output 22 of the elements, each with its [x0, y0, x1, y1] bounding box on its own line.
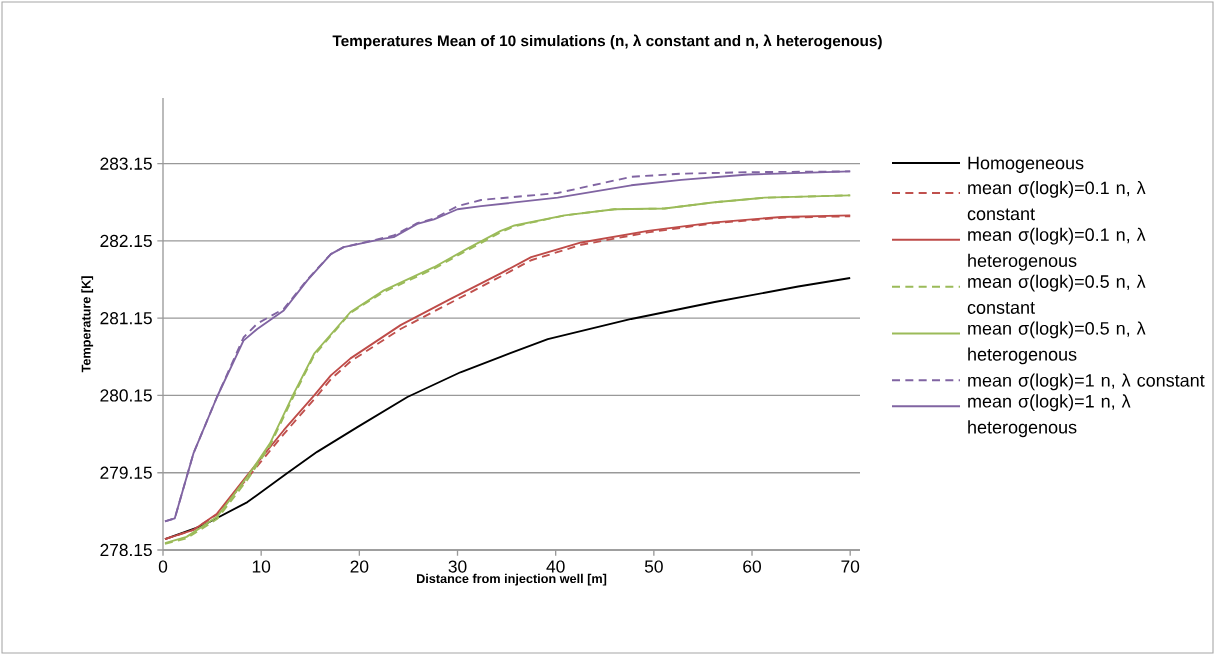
y-axis-title: Temperature [K] [81, 276, 94, 373]
y-tick-label: 278.15 [100, 543, 152, 557]
x-tick-label: 40 [546, 560, 565, 573]
legend-label: mean σ(logk)=1 n, λ constant [968, 373, 1205, 391]
x-tick-label: 30 [448, 560, 467, 573]
x-axis-title: Distance from injection well [m] [416, 573, 607, 586]
y-tick-label: 279.15 [100, 466, 152, 479]
x-tick-label: 60 [743, 560, 761, 573]
chart-title: Temperatures Mean of 10 simulations (n, λ constant and n, λ heterogenous) [332, 34, 882, 50]
legend-label: mean σ(logk)=0.5 n, λ constant [967, 274, 1146, 314]
x-tick-label: 50 [644, 560, 663, 573]
x-tick-label: 10 [252, 560, 271, 573]
y-tick-label: 281.15 [100, 312, 152, 325]
y-tick-label: 282.15 [100, 234, 152, 248]
legend-label: Homogeneous [968, 156, 1084, 173]
y-tick-label: 283.15 [100, 157, 152, 170]
legend-label: mean σ(logk)=1 n, λ heterogenous [968, 394, 1131, 438]
legend-label: mean σ(logk)=0.1 n, λ constant [967, 180, 1146, 221]
y-tick-label: 280.15 [100, 389, 152, 402]
x-tick-label: 20 [350, 560, 369, 573]
x-tick-label: 70 [841, 560, 860, 573]
x-tick-label: 0 [158, 560, 168, 573]
